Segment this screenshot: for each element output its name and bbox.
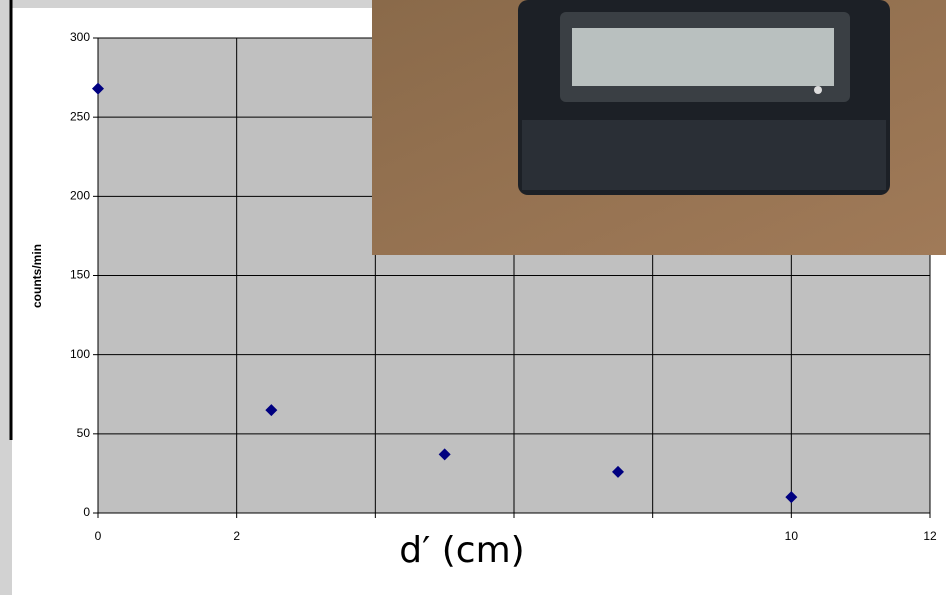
x-tick-label: 10: [785, 529, 799, 543]
y-tick-label: 250: [70, 109, 90, 123]
x-tick-label: 12: [923, 529, 937, 543]
y-tick-label: 0: [83, 505, 90, 519]
y-tick-label: 150: [70, 268, 90, 282]
x-axis-label: d′ (cm): [399, 530, 524, 571]
point: [438, 448, 451, 461]
point: [785, 491, 798, 504]
x-tick-label: 0: [95, 529, 102, 543]
point: [92, 82, 104, 95]
point: [612, 465, 624, 478]
point: [265, 404, 278, 417]
y-tick-label: 200: [70, 189, 90, 203]
y-axis-label: counts/min: [30, 244, 44, 308]
y-tick-label: 100: [70, 347, 90, 361]
photo: [372, 0, 946, 255]
y-tick-label: 50: [77, 426, 91, 440]
y-tick-label: 300: [70, 30, 90, 44]
label-box: [360, 526, 670, 588]
x-tick-label: 2: [233, 529, 240, 543]
